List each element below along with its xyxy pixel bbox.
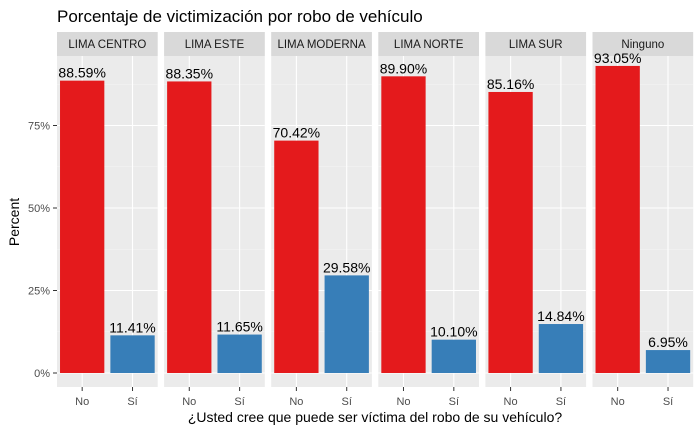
facet-strip: [164, 32, 265, 56]
facet-strip-label: Ninguno: [621, 39, 664, 51]
x-tick-label: No: [182, 396, 196, 408]
bar-value-label: 85.16%: [487, 76, 534, 92]
bar-value-label: 88.59%: [58, 65, 105, 81]
y-tick-label: 75%: [28, 121, 50, 133]
bar: [60, 80, 105, 373]
bar-value-label: 11.65%: [216, 319, 262, 335]
bar-value-label: 6.95%: [648, 334, 688, 350]
x-tick-label: No: [75, 396, 89, 408]
bar-value-label: 70.42%: [273, 125, 320, 141]
bar: [110, 335, 155, 373]
bar: [645, 350, 691, 373]
bar-value-label: 11.41%: [109, 319, 155, 335]
facet-panel: LIMA NORTE 89.90% No 10.10% Sí: [378, 32, 479, 408]
bar: [381, 76, 426, 373]
x-tick-label: Sí: [663, 396, 673, 408]
x-tick-label: No: [289, 396, 303, 408]
x-tick-label: No: [611, 396, 625, 408]
y-axis: 0% 25% 50% 75%: [28, 121, 57, 380]
bar: [167, 81, 212, 373]
x-tick-label: No: [504, 396, 518, 408]
y-axis-title: Percent: [6, 198, 22, 246]
bar-value-label: 89.90%: [380, 60, 427, 76]
bar-value-label: 10.10%: [430, 324, 477, 340]
facet-strip-label: LIMA CENTRO: [68, 39, 146, 51]
bar: [274, 140, 319, 373]
bar: [217, 334, 262, 373]
facet-strip-label: LIMA ESTE: [185, 39, 245, 51]
facet-strip: [592, 32, 694, 56]
x-tick-label: Sí: [556, 396, 566, 408]
y-tick-label: 0%: [34, 368, 50, 380]
facet-panels: LIMA CENTRO 88.59% No 11.41% Sí LIMA ESTE 88.3…: [57, 32, 694, 408]
y-tick-label: 50%: [28, 203, 50, 215]
facet-panel: LIMA MODERNA 70.42% No 29.58% Sí: [271, 32, 372, 408]
bar: [324, 275, 369, 373]
x-tick-label: No: [396, 396, 410, 408]
bar-value-label: 88.35%: [166, 65, 213, 81]
x-tick-label: Sí: [342, 396, 352, 408]
facet-strip: [485, 32, 587, 56]
chart-title: Porcentaje de victimización por robo de …: [57, 7, 423, 26]
x-axis-title: ¿Usted cree que puede ser víctima del ro…: [188, 409, 563, 425]
y-tick-label: 25%: [28, 286, 50, 298]
bar-value-label: 93.05%: [594, 50, 641, 66]
facet-strip: [57, 32, 158, 56]
bar: [538, 324, 584, 373]
bar: [595, 65, 640, 373]
bar: [431, 339, 476, 373]
x-tick-label: Sí: [127, 396, 137, 408]
facet-panel: LIMA ESTE 88.35% No 11.65% Sí: [164, 32, 265, 408]
bar: [488, 91, 533, 374]
x-tick-label: Sí: [234, 396, 244, 408]
facet-panel: LIMA CENTRO 88.59% No 11.41% Sí: [57, 32, 158, 408]
facet-panel: LIMA SUR 85.16% No 14.84% Sí: [485, 32, 587, 408]
bar-value-label: 29.58%: [323, 259, 370, 275]
bar-value-label: 14.84%: [537, 308, 584, 324]
facet-strip-label: LIMA NORTE: [394, 39, 464, 51]
x-tick-label: Sí: [449, 396, 459, 408]
facet-strip-label: LIMA SUR: [509, 39, 563, 51]
facet-strip: [378, 32, 479, 56]
facet-strip: [271, 32, 372, 56]
facet-strip-label: LIMA MODERNA: [277, 39, 366, 51]
